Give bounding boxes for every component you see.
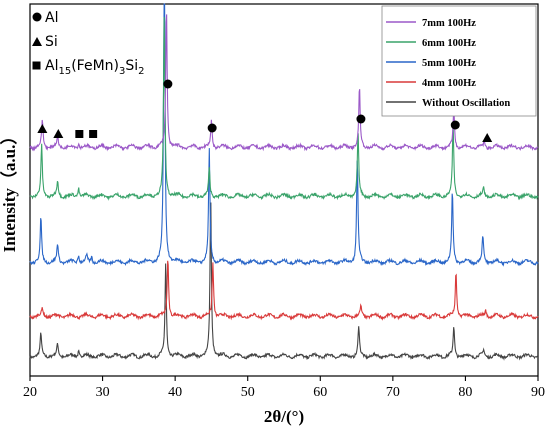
phase-legend-triangle-icon (32, 37, 42, 46)
si-peak-marker (53, 129, 64, 138)
x-tick-label: 50 (241, 385, 255, 400)
al-peak-marker (207, 123, 217, 133)
al-peak-marker (356, 114, 366, 124)
series-layer (29, 3, 539, 361)
si-peak-marker (37, 124, 48, 133)
series-legend-label: 4mm 100Hz (422, 78, 476, 89)
series-line (29, 3, 539, 267)
x-tick-label: 60 (313, 385, 327, 400)
x-tick-label: 80 (458, 385, 472, 400)
phase-legend-circle-icon (32, 12, 42, 22)
series-legend-label: 5mm 100Hz (422, 58, 476, 69)
y-axis-title: Intensity（a.u.） (0, 128, 19, 253)
phase-legend-intermetallic-label: Al15(FeMn)3Si2 (45, 58, 145, 77)
series-legend-label: Without Oscillation (422, 98, 510, 109)
plot-area (29, 3, 539, 377)
series-line (29, 16, 539, 201)
x-tick-label: 40 (168, 385, 182, 400)
series-line (29, 260, 539, 321)
peak-marker-layer (37, 79, 493, 142)
si-peak-marker (482, 133, 493, 142)
x-tick-label: 90 (531, 385, 545, 400)
x-tick-label: 20 (23, 385, 37, 400)
x-tick-label: 70 (386, 385, 400, 400)
al-peak-marker (163, 79, 173, 89)
series-legend: 7mm 100Hz 6mm 100Hz 5mm 100Hz 4mm 100Hz With… (381, 5, 537, 117)
phase-legend-si-label: Si (45, 34, 58, 50)
al-peak-marker (450, 120, 460, 130)
x-axis: 20 30 40 50 60 70 80 90 (23, 376, 545, 400)
x-axis-title: 2θ/(°) (264, 407, 304, 426)
phase-legend: Al Si Al15(FeMn)3Si2 (32, 10, 145, 77)
phase-legend-al-label: Al (45, 10, 58, 26)
intermetallic-peak-marker (75, 130, 84, 138)
phase-legend-square-icon (32, 61, 41, 70)
series-legend-label: 7mm 100Hz (422, 18, 476, 29)
intermetallic-peak-marker (89, 130, 98, 138)
series-line (29, 14, 539, 152)
series-line (29, 202, 539, 361)
series-legend-label: 6mm 100Hz (422, 38, 476, 49)
series-legend-box (381, 5, 537, 117)
x-tick-label: 30 (96, 385, 110, 400)
